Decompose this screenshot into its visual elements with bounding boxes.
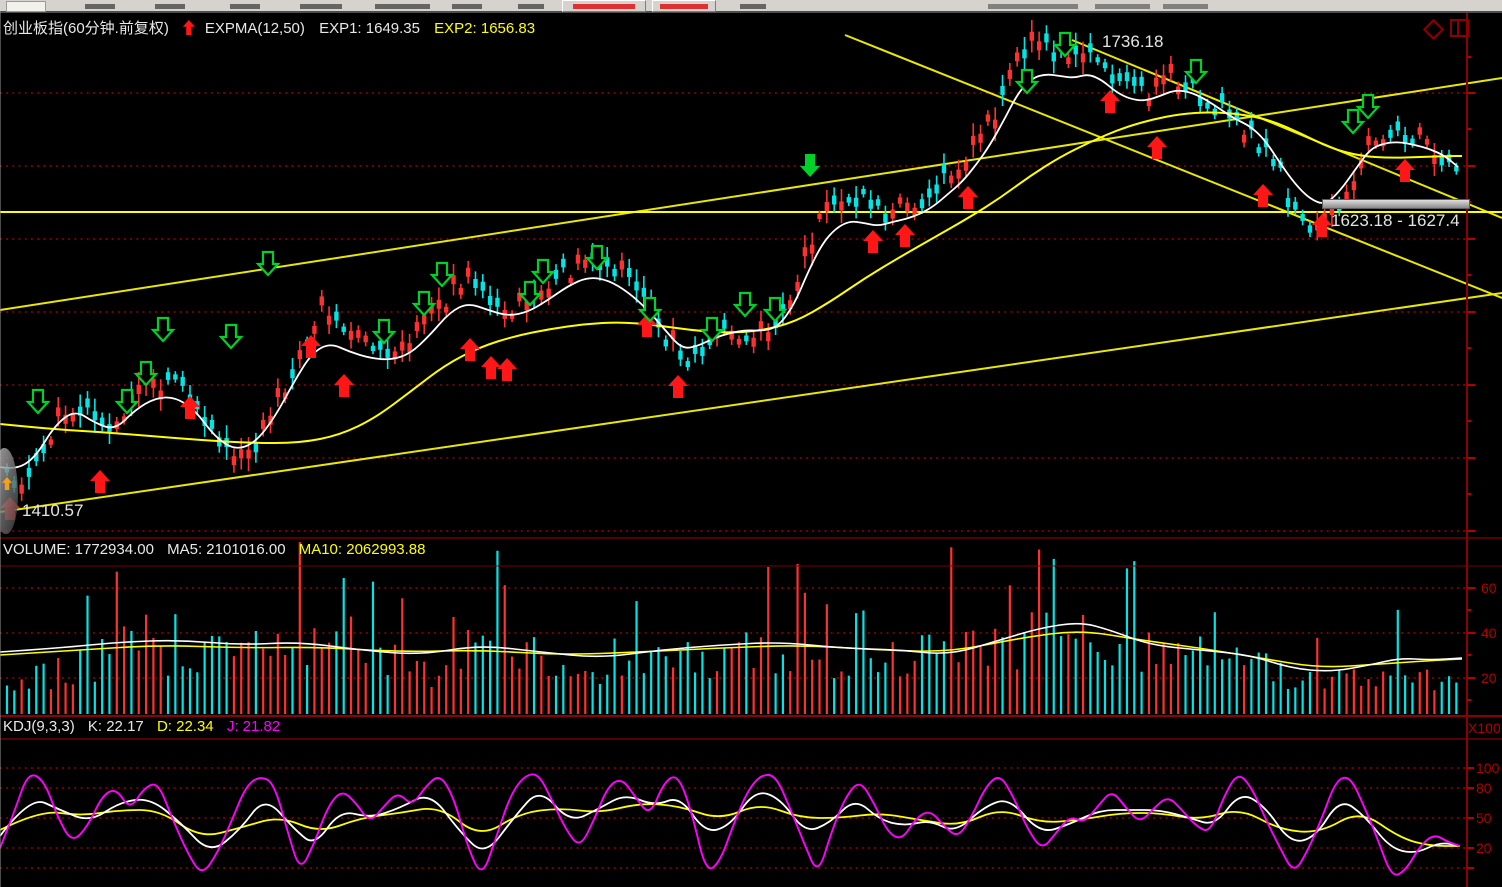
menu-item[interactable] [230,4,260,9]
sell-signal-arrow-icon [762,296,788,323]
buy-signal-arrow-icon [460,338,480,361]
buy-signal-arrow-icon [334,374,354,397]
kdj-axis-label-20: 20 [1476,840,1492,856]
menu-item[interactable] [1095,4,1150,9]
sell-signal-arrow-icon [517,280,543,307]
buy-signal-arrow-icon [481,356,501,379]
price-marker-bar [1322,199,1470,209]
sell-signal-arrow-icon [530,258,556,285]
sell-signal-arrow-icon [584,244,610,271]
buy-signal-arrow-icon [1312,214,1332,237]
sell-signal-arrow-icon [25,388,51,415]
menu-item[interactable] [300,4,342,9]
volume-axis-label-40: 40 [1481,625,1497,641]
sell-signal-arrow-icon [1014,68,1040,95]
sell-signal-arrow-icon [429,261,455,288]
volume-value: VOLUME: 1772934.00 [3,541,154,558]
buy-signal-arrow-icon [1100,90,1120,113]
buy-signal-arrow-icon [895,224,915,247]
last-range-label: 1623.18 - 1627.4 [1331,211,1460,230]
low-price-label: 1410.57 [22,501,84,520]
kdj-d-value: D: 22.34 [156,718,214,735]
buy-signal-arrow-icon [1253,184,1273,207]
menu-button-2[interactable] [652,0,716,12]
kdj-axis-label-50: 50 [1476,810,1492,826]
sell-signal-arrow-icon [1340,108,1366,135]
buy-signal-arrow-icon [863,230,883,253]
buy-signal-arrow-icon [497,358,517,381]
kdj-axis-label-80: 80 [1476,780,1492,796]
sell-signal-arrow-icon [255,250,281,277]
high-price-label: 1736.18 [1102,32,1164,51]
volume-pane-header: VOLUME: 1772934.00 MA5: 2101016.00 MA10:… [3,541,435,558]
buy-signal-arrow-icon [90,470,110,493]
left-edge-artifact [0,448,18,534]
menu-item[interactable] [375,4,430,9]
exp2-value: EXP2: 1656.83 [434,20,536,37]
sell-signal-arrow-icon [699,316,725,343]
sell-signal-arrow-icon [218,323,244,350]
price-pane-header: 创业板指(60分钟.前复权) EXPMA(12,50) EXP1: 1649.35… [3,17,545,38]
sell-signal-arrow-icon [371,318,397,345]
menu-item[interactable] [988,4,1078,9]
menu-item[interactable] [740,4,766,9]
sell-signal-arrow-icon [1355,93,1381,120]
menu-button-1-label [572,4,636,9]
signal-up-icon [182,20,195,35]
kdj-pane-header: KDJ(9,3,3) K: 22.17 D: 22.34 J: 21.82 [3,718,289,735]
buy-signal-arrow-icon [301,335,321,358]
volume-axis-label-60: 60 [1481,580,1497,596]
menu-item[interactable] [85,4,115,9]
menu-item[interactable] [155,4,185,9]
exp1-value: EXP1: 1649.35 [319,20,420,37]
sell-signal-arrow-icon [1183,58,1209,85]
buy-signal-arrow-icon [1147,136,1167,159]
kdj-k-value: K: 22.17 [87,718,144,735]
sell-signal-arrow-icon [114,388,140,415]
volume-ma10: MA10: 2062993.88 [298,541,426,558]
split-window-icon[interactable] [1450,19,1469,37]
menu-item[interactable] [518,4,544,9]
menu-bar[interactable] [0,0,1502,13]
app-icon[interactable] [6,1,46,12]
buy-signal-arrow-icon [668,375,688,398]
sell-signal-arrow-solid-icon [800,154,820,177]
sell-signal-arrow-icon [1052,31,1078,58]
menu-item[interactable] [452,4,482,9]
buy-signal-arrow-icon [958,186,978,209]
buy-signal-arrow-icon [1395,159,1415,182]
sell-signal-arrow-icon [637,296,663,323]
buy-signal-arrow-icon [180,396,200,419]
kdj-name: KDJ(9,3,3) [3,718,75,735]
menu-button-1[interactable] [562,0,646,12]
orange-marker-icon [2,477,12,490]
sell-signal-arrow-icon [150,316,176,343]
volume-axis-label-20: 20 [1481,670,1497,686]
sell-signal-arrow-icon [133,360,159,387]
symbol-title: 创业板指(60分钟.前复权) [3,20,169,37]
menu-item[interactable] [1163,4,1208,9]
indicator-name: EXPMA(12,50) [204,20,305,37]
menu-button-2-label [660,4,708,9]
kdj-j-value: J: 21.82 [226,718,281,735]
kdj-axis-label-100: 100 [1476,760,1500,776]
volume-ma5: MA5: 2101016.00 [167,541,286,558]
volume-scale-label: X100 [1468,720,1501,736]
sell-signal-arrow-icon [411,290,437,317]
sell-signal-arrow-icon [732,291,758,318]
